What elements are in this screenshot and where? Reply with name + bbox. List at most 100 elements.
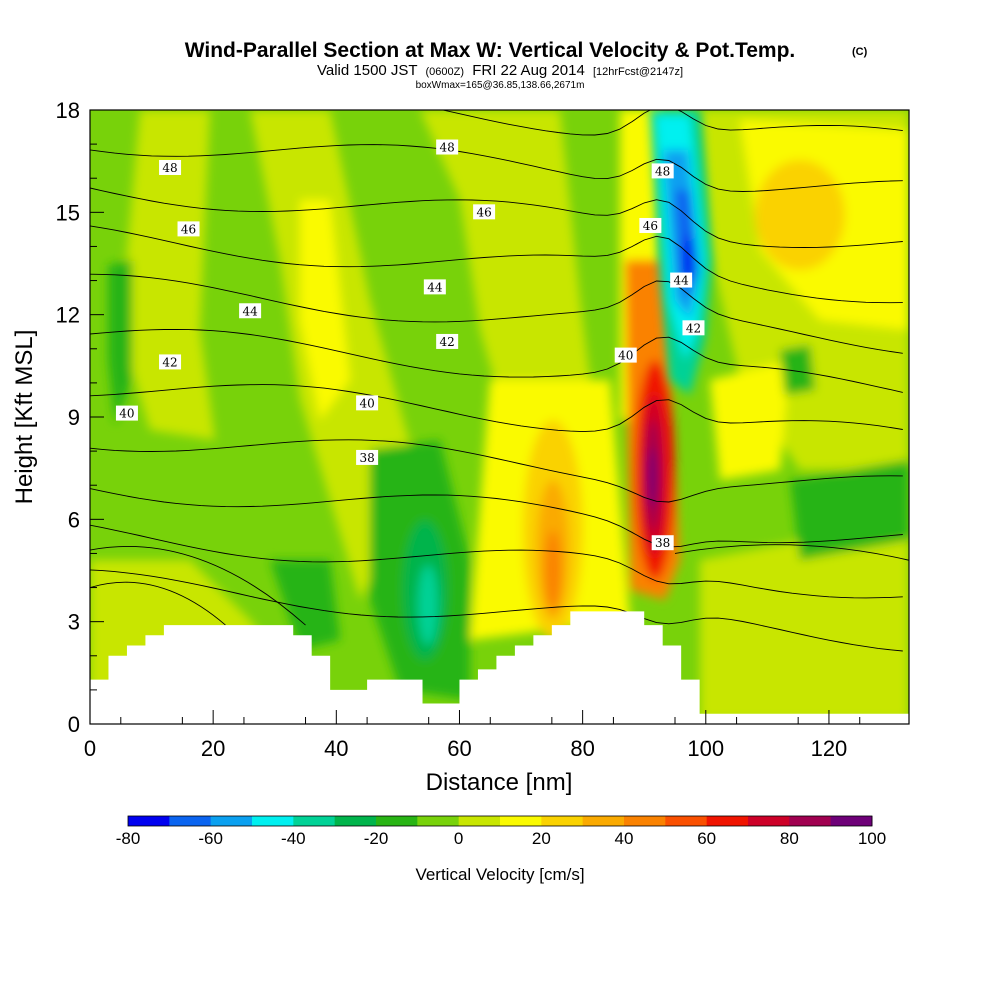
- contour-label: 48: [162, 161, 177, 175]
- colorbar-swatch: [169, 816, 212, 826]
- box-info: boxWmax=165@36.85,138.66,2671m: [416, 80, 585, 91]
- theta-contour-line: [90, 225, 903, 304]
- colorbar-tick-label: 40: [615, 829, 634, 848]
- contour-label: 44: [674, 274, 690, 288]
- colorbar-swatch: [376, 816, 418, 826]
- x-tick-label: 20: [201, 736, 225, 761]
- contour-label-box: [356, 449, 379, 465]
- theta-contour-line: [440, 110, 903, 136]
- field-region-green-e: [780, 345, 815, 395]
- contour-label-box: [436, 139, 459, 155]
- field-region-orange-b: [545, 530, 561, 610]
- updraft-purple: [648, 448, 656, 508]
- theta-contour-line: [90, 524, 903, 599]
- colorbar-swatch: [706, 816, 749, 826]
- y-axis: 0 3 6 9 12 15 18: [56, 98, 104, 737]
- contour-label: 46: [181, 222, 196, 236]
- contour-label: 46: [476, 205, 491, 219]
- contour-label: 42: [686, 321, 701, 335]
- downdraft-deepblue: [683, 235, 693, 285]
- contour-label-box: [115, 405, 138, 421]
- valid-line: Valid 1500 JST (0600Z) FRI 22 Aug 2014 […: [317, 62, 683, 79]
- colorbar: -80 -60 -40 -20 0 20 40 60 80 100: [116, 815, 886, 848]
- colorbar-swatch: [334, 816, 377, 826]
- theta-contour-line: [90, 144, 903, 192]
- colorbar-swatch: [582, 816, 625, 826]
- colorbar-tick-label: -80: [116, 829, 141, 848]
- contour-label: 40: [359, 396, 374, 410]
- colorbar-swatch: [830, 816, 873, 826]
- contour-label-box: [682, 320, 705, 336]
- contour-label-box: [670, 272, 693, 288]
- y-tick-label: 3: [68, 610, 80, 635]
- colorbar-swatch: [252, 816, 294, 826]
- terrain: [90, 611, 909, 724]
- colorbar-tick-label: 80: [780, 829, 799, 848]
- y-tick-label: 6: [68, 507, 80, 532]
- colorbar-swatch: [128, 816, 170, 826]
- x-tick-label: 80: [570, 736, 594, 761]
- contour-labels: 48 48 48 46 46 46 44 44 44 42 42 42 40 40 40 38 38: [115, 139, 705, 551]
- colorbar-swatch: [789, 816, 832, 826]
- y-axis-label: Height [Kft MSL]: [11, 330, 38, 505]
- theta-contour-line: [90, 545, 306, 626]
- chart-title: Wind-Parallel Section at Max W: Vertical…: [185, 39, 796, 62]
- x-tick-label: 100: [687, 736, 724, 761]
- contour-label-box: [177, 221, 200, 237]
- y-tick-label: 15: [56, 200, 80, 225]
- contour-label: 38: [359, 451, 374, 465]
- contour-label-box: [651, 535, 674, 551]
- contour-label: 44: [242, 304, 258, 318]
- theta-contour-line: [90, 0, 903, 8]
- x-axis: 0 20 40 60 80 100 120: [84, 710, 861, 761]
- x-tick-label: 0: [84, 736, 96, 761]
- field-region-green-a: [108, 260, 132, 425]
- field-region-gold-b: [755, 160, 845, 270]
- colorbar-swatch: [624, 816, 666, 826]
- colorbar-tick-label: 100: [858, 829, 886, 848]
- x-tick-label: 120: [811, 736, 848, 761]
- y-tick-label: 9: [68, 405, 80, 430]
- theta-contour-line: [90, 488, 903, 548]
- theta-contour-line: [90, 581, 226, 626]
- contour-label-box: [356, 395, 379, 411]
- theta-contour-line: [90, 384, 903, 433]
- colorbar-swatch: [748, 816, 790, 826]
- contour-label-box: [436, 333, 459, 349]
- valid-time: Valid 1500 JST: [317, 62, 417, 79]
- field-region-yellow-a: [300, 200, 350, 420]
- contour-label: 40: [618, 349, 633, 363]
- valid-utc: (0600Z): [426, 66, 465, 78]
- contour-label-box: [159, 159, 182, 175]
- theta-contour-line: [90, 328, 903, 393]
- field-region-light-b: [120, 110, 215, 440]
- field-region-green-d: [790, 460, 909, 560]
- contour-label: 48: [655, 164, 670, 178]
- contour-label-box: [614, 347, 637, 363]
- field-region-yellow-d: [710, 360, 790, 480]
- contour-label: 48: [440, 141, 455, 155]
- contour-label: 40: [119, 407, 134, 421]
- x-tick-label: 60: [447, 736, 471, 761]
- contour-label-box: [423, 279, 446, 295]
- colorbar-tick-label: -40: [281, 829, 306, 848]
- colorbar-swatch: [541, 816, 584, 826]
- theta-contours: [90, 0, 909, 652]
- theta-contour-line: [90, 569, 903, 652]
- contour-label: 38: [655, 536, 670, 550]
- y-tick-label: 18: [56, 98, 80, 123]
- contour-label-box: [651, 163, 674, 179]
- colorbar-swatch: [417, 816, 460, 826]
- contour-label-box: [239, 303, 262, 319]
- contour-label: 44: [427, 280, 443, 294]
- y-tick-label: 0: [68, 712, 80, 737]
- valid-date: FRI 22 Aug 2014: [472, 62, 585, 79]
- x-tick-label: 40: [324, 736, 348, 761]
- forecast-info: [12hrFcst@2147z]: [593, 66, 683, 78]
- colorbar-frame: [127, 815, 873, 827]
- contour-label-box: [473, 204, 496, 220]
- theta-contour-line: [674, 544, 909, 561]
- colorbar-tick-label: 0: [454, 829, 463, 848]
- colorbar-tick-label: 60: [697, 829, 716, 848]
- colorbar-tick-label: -20: [364, 829, 389, 848]
